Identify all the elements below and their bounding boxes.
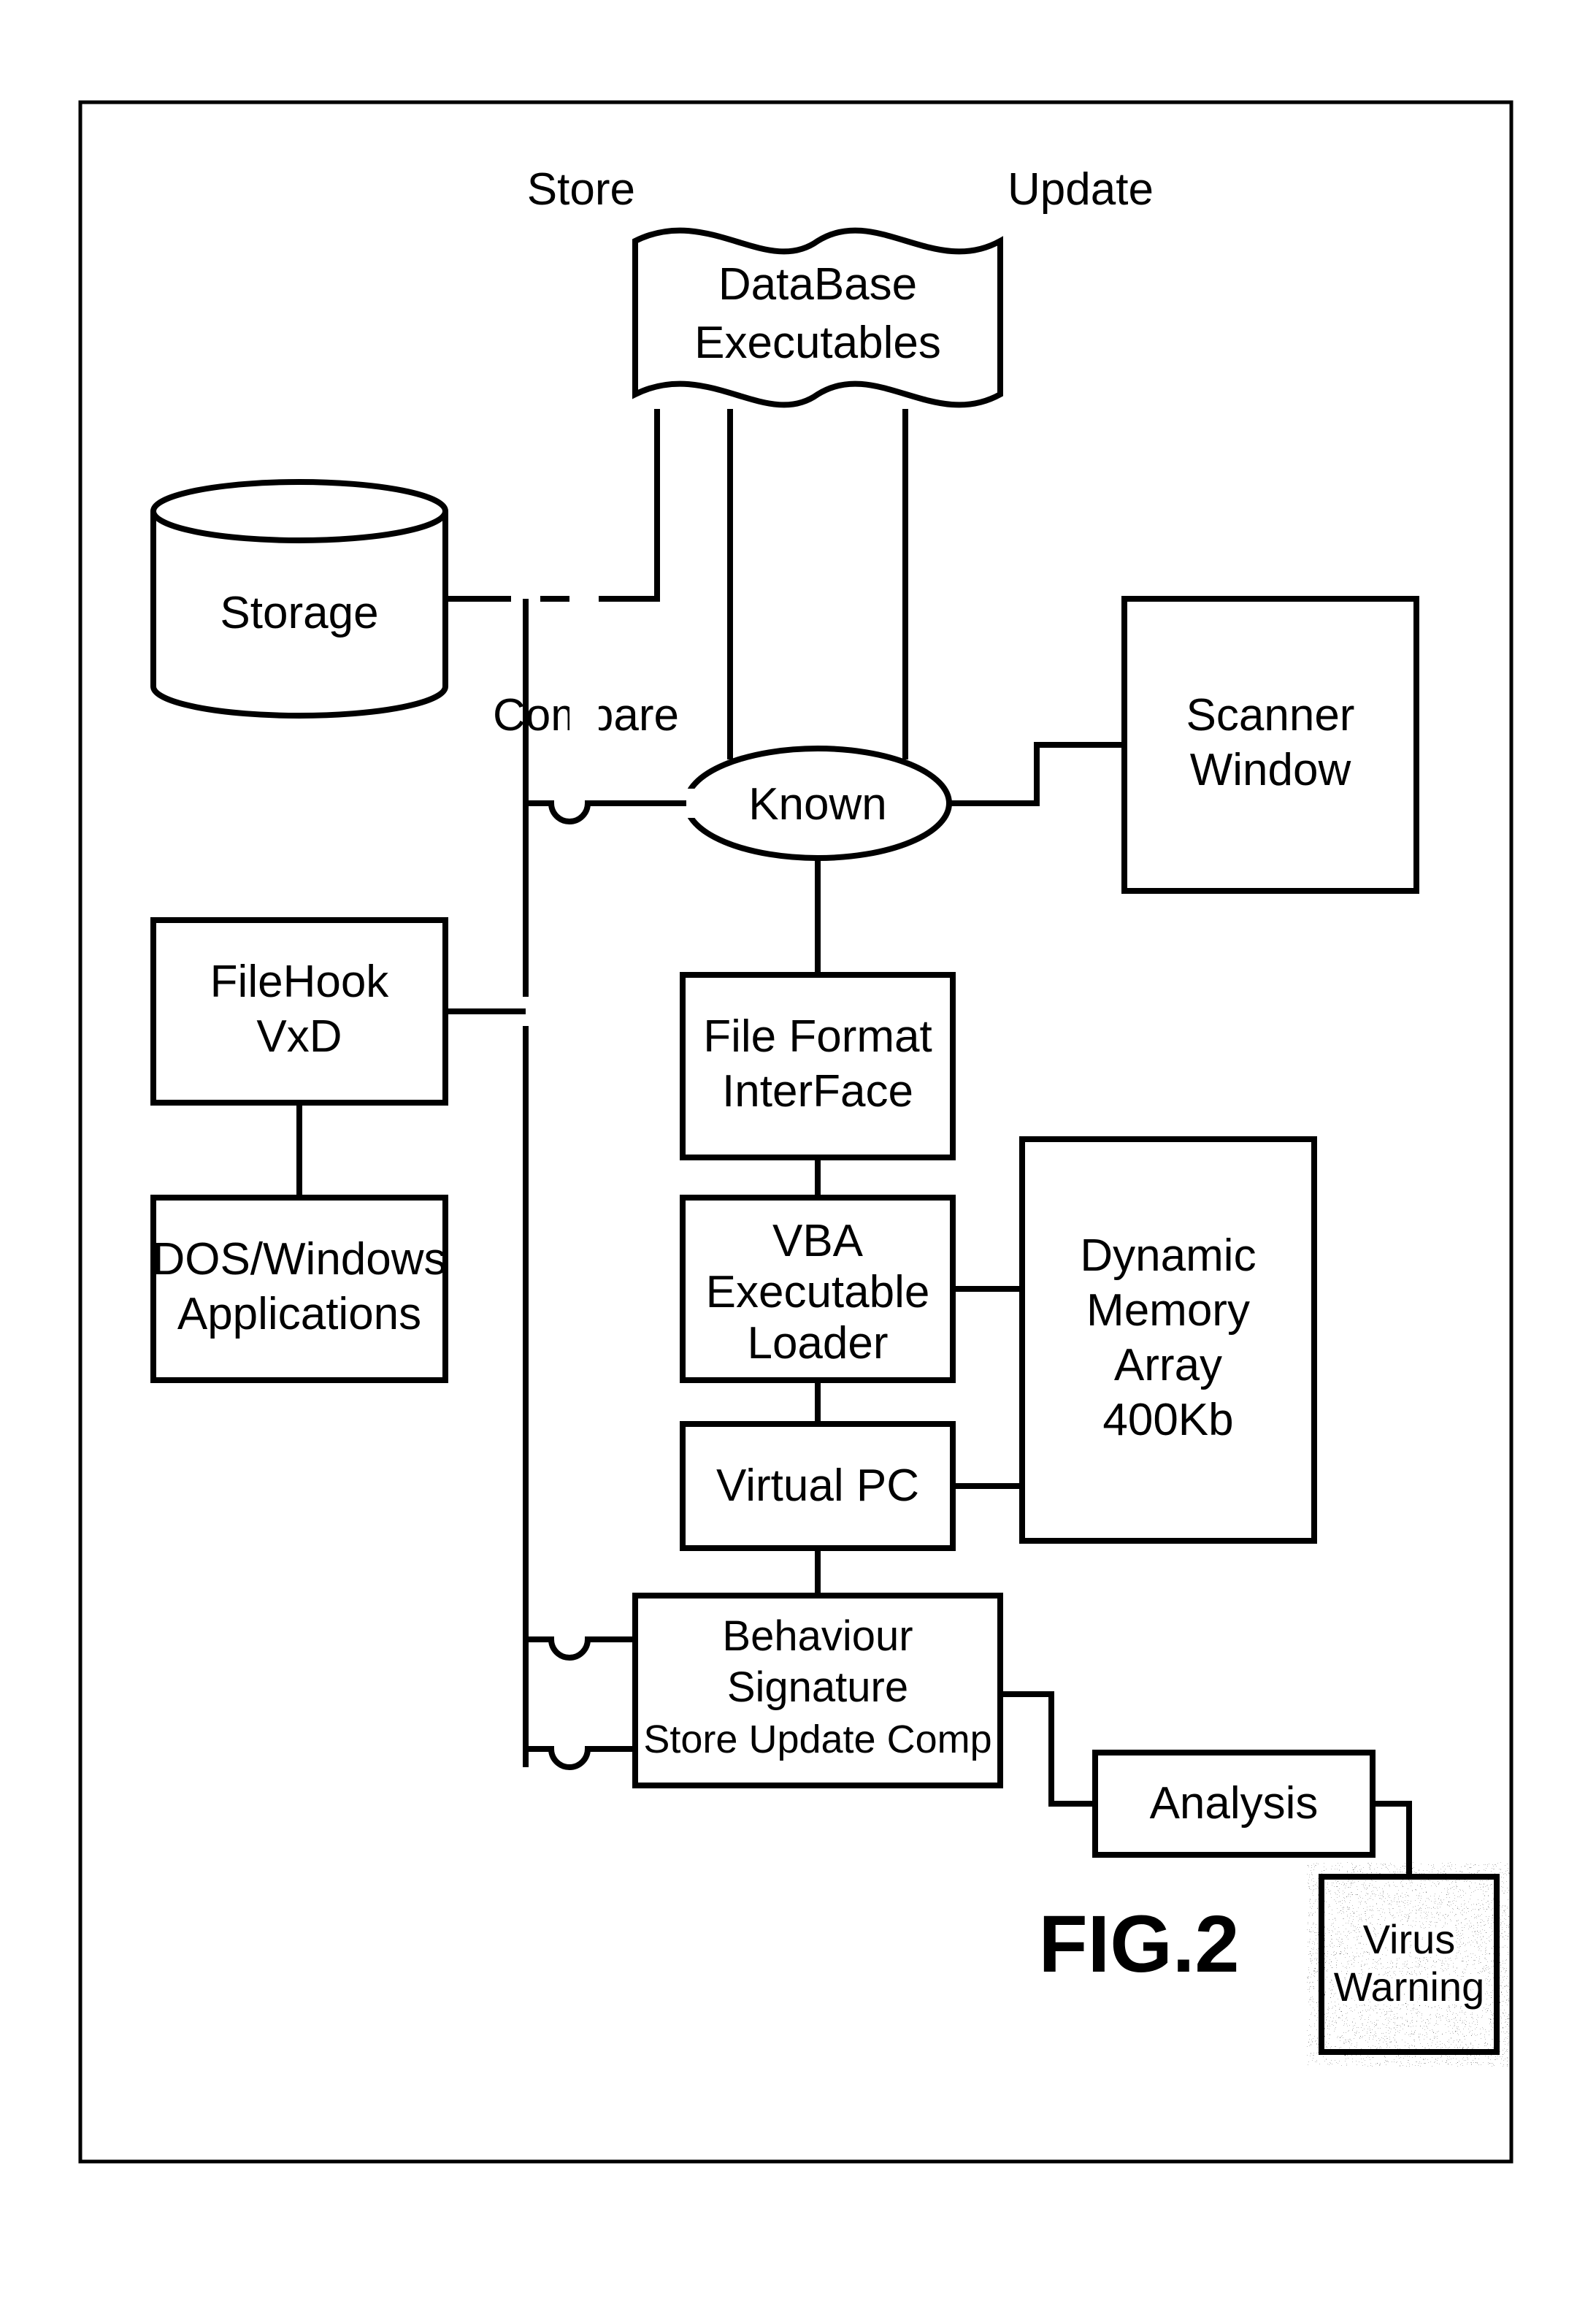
dma-label-1: Dynamic [1080, 1230, 1256, 1281]
fileformat-label-1: File Format [703, 1011, 932, 1062]
storage-label: Storage [220, 588, 378, 638]
dma-label-4: 400Kb [1102, 1395, 1233, 1445]
scanner-label-1: Scanner [1186, 690, 1355, 740]
figure-label: FIG.2 [1038, 1899, 1239, 1989]
known-ellipse: Known [686, 749, 949, 858]
fileformat-label-2: InterFace [722, 1066, 913, 1117]
store-label: Store [527, 164, 635, 215]
virtualpc-label: Virtual PC [716, 1460, 919, 1511]
dos-label-1: DOS/Windows [152, 1234, 446, 1284]
dma-box: Dynamic Memory Array 400Kb [1022, 1139, 1314, 1541]
behaviour-label-1: Behaviour [722, 1612, 913, 1660]
virus-warning-box: Virus Warning [1321, 1877, 1497, 2052]
analysis-label: Analysis [1150, 1778, 1319, 1829]
vba-label-2: Executable [706, 1267, 930, 1317]
fileformat-box: File Format InterFace [683, 975, 953, 1157]
known-label: Known [748, 779, 887, 830]
vba-label-3: Loader [747, 1318, 888, 1368]
dos-box: DOS/Windows Applications [152, 1198, 446, 1380]
behaviour-label-3: Store Update Comp [643, 1718, 991, 1761]
vba-label-1: VBA [772, 1216, 864, 1266]
database-label-2: Executables [694, 318, 941, 368]
filehook-label-1: FileHook [210, 957, 390, 1007]
scanner-box: Scanner Window [1124, 599, 1416, 891]
behaviour-label-2: Signature [727, 1663, 908, 1711]
dma-label-3: Array [1114, 1340, 1222, 1390]
database-label-1: DataBase [718, 259, 917, 310]
virus-label-2: Warning [1334, 1964, 1484, 2010]
vba-box: VBA Executable Loader [683, 1198, 953, 1380]
virus-label-1: Virus [1363, 1916, 1456, 1962]
filehook-box: FileHook VxD [153, 920, 445, 1103]
dma-label-2: Memory [1086, 1285, 1250, 1336]
scanner-label-2: Window [1190, 745, 1351, 795]
update-label: Update [1008, 164, 1154, 215]
virtualpc-box: Virtual PC [683, 1424, 953, 1548]
dos-label-2: Applications [177, 1289, 421, 1339]
filehook-label-2: VxD [256, 1011, 342, 1062]
behaviour-box: Behaviour Signature Store Update Comp [635, 1596, 1000, 1785]
analysis-box: Analysis [1095, 1753, 1373, 1855]
